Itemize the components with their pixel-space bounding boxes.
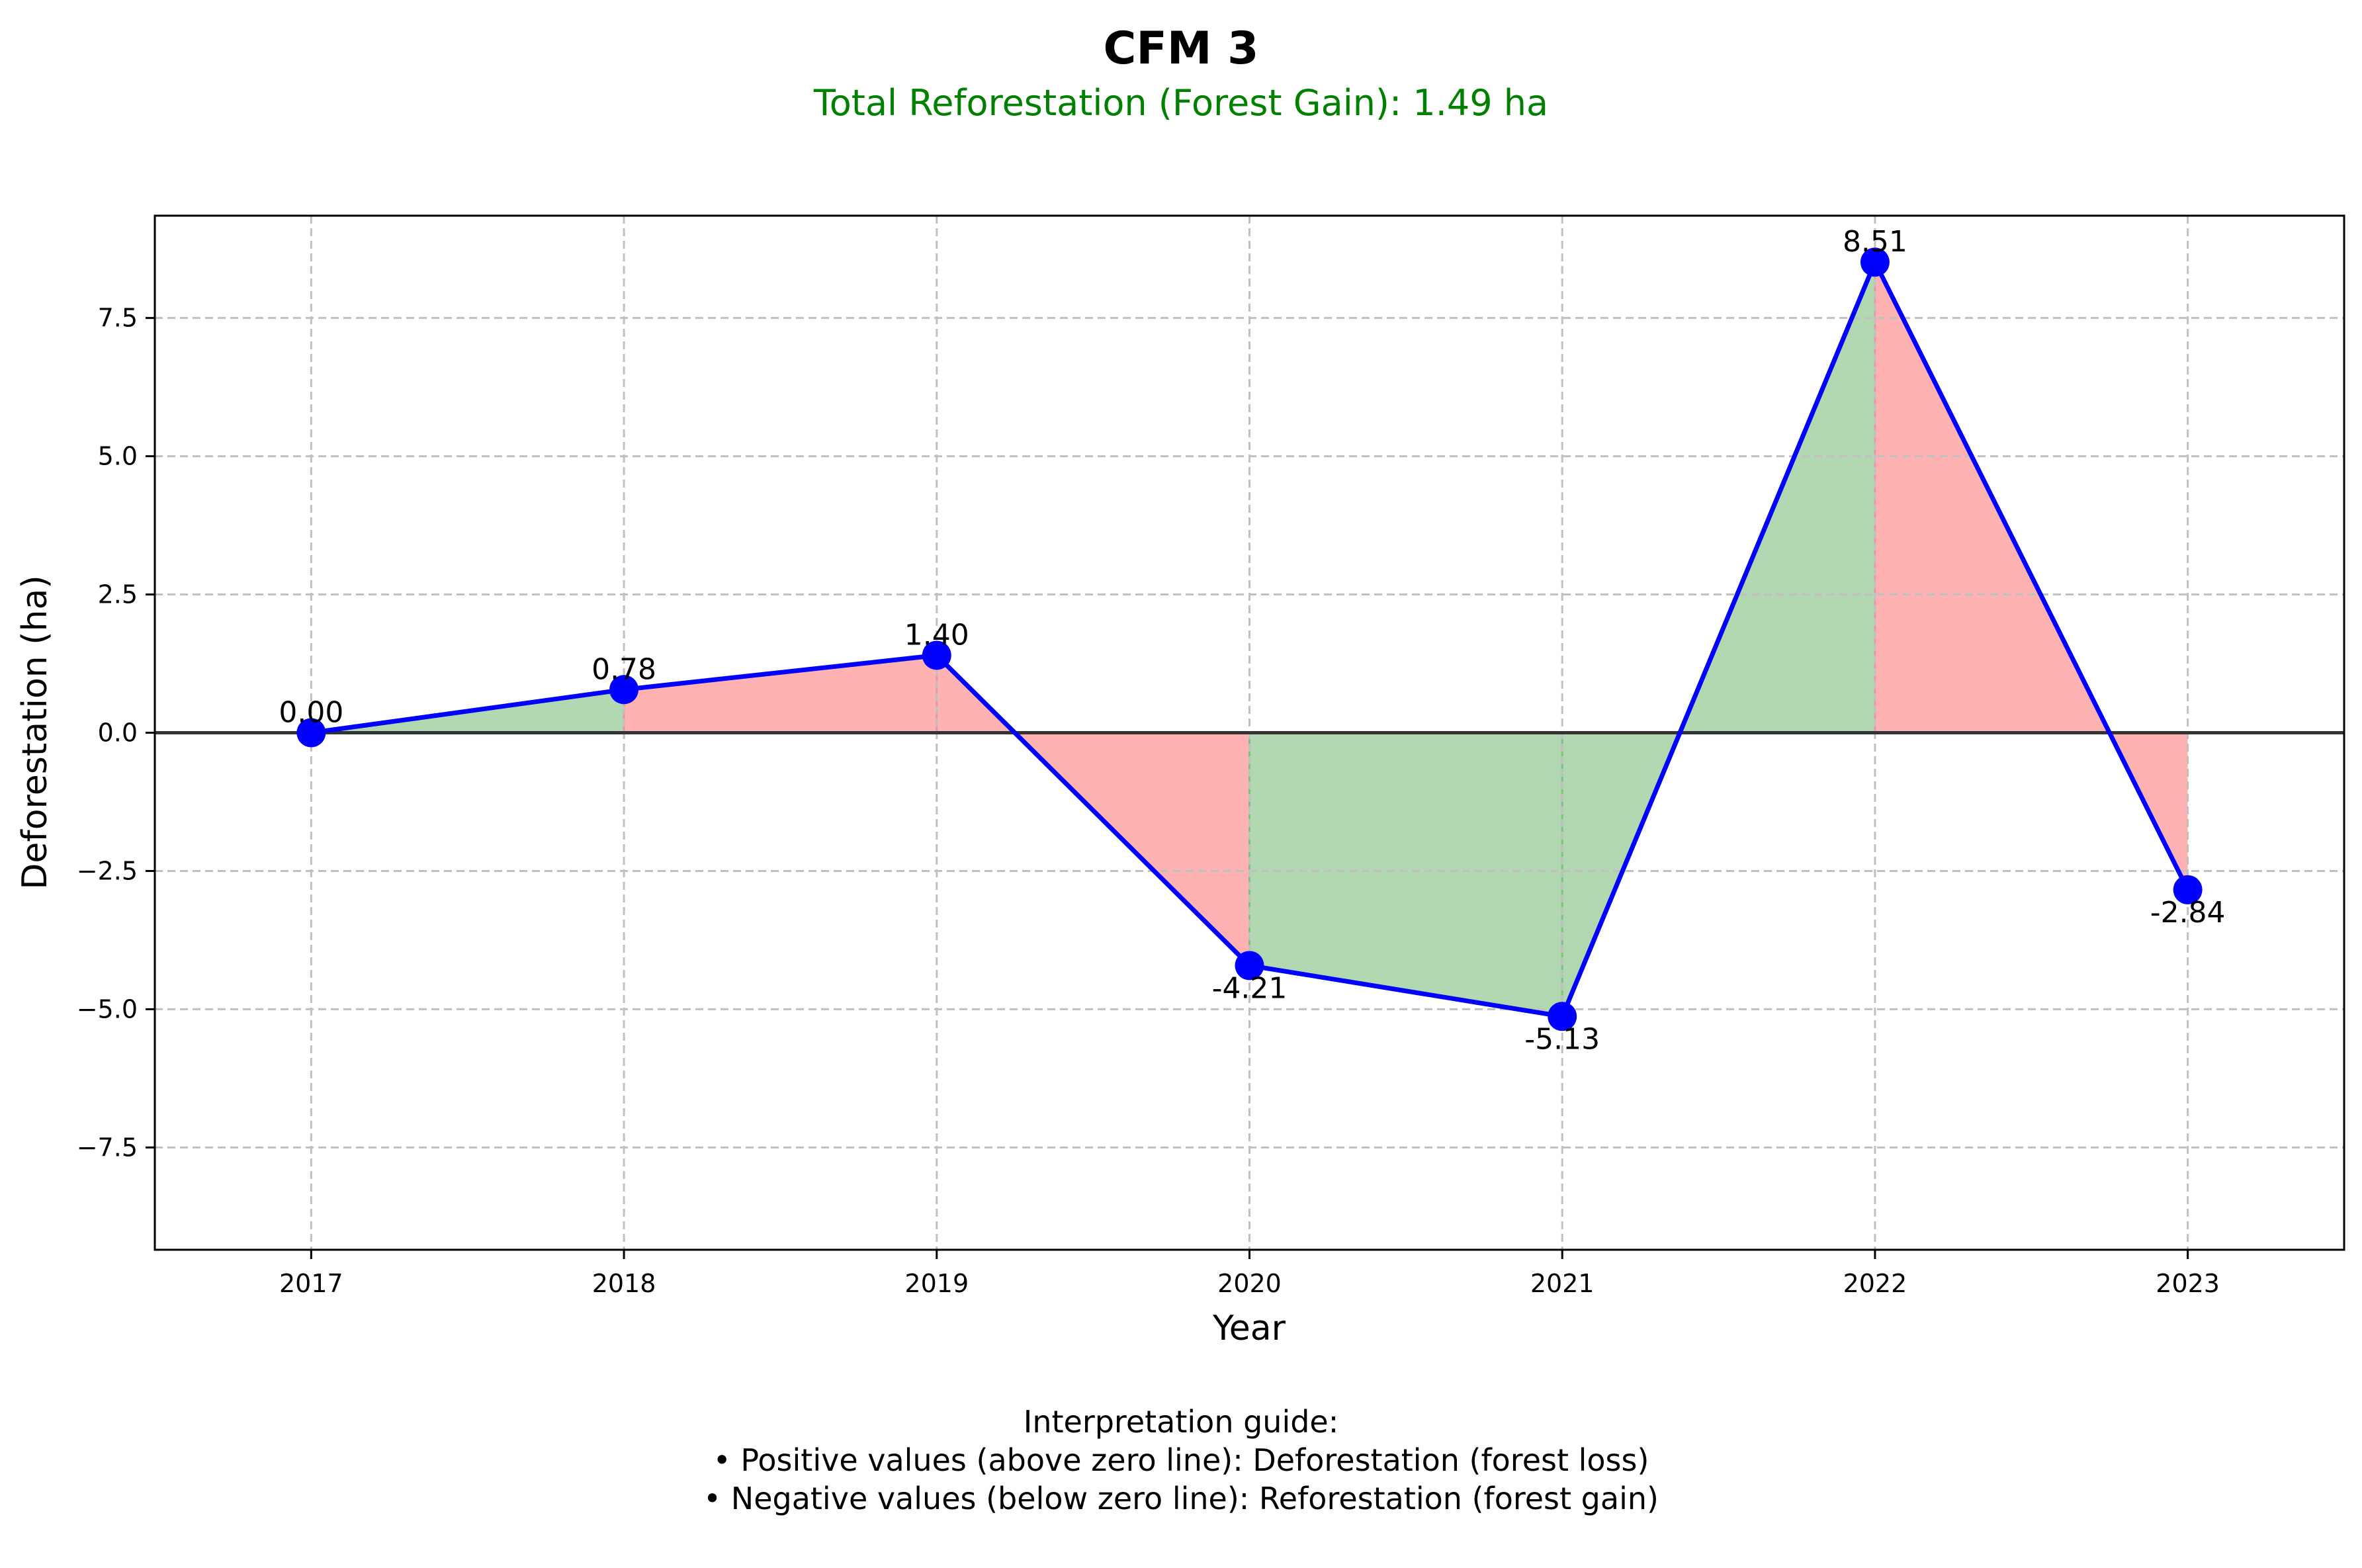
- data-label-2022: 8.51: [1843, 225, 1907, 259]
- chart-subtitle: Total Reforestation (Forest Gain): 1.49 …: [813, 82, 1549, 124]
- y-tick-labels: −7.5 −5.0 −2.5 0.0 2.5 5.0 7.5: [77, 304, 155, 1162]
- data-point-2017: [296, 718, 326, 748]
- data-point-2021: [1548, 1002, 1577, 1031]
- data-point-2022: [1860, 247, 1890, 277]
- y-tick-label: −5.0: [77, 994, 138, 1024]
- y-tick-label: 2.5: [98, 580, 138, 609]
- guide-positive: • Positive values (above zero line): Def…: [713, 1442, 1649, 1478]
- x-tick-label-2018: 2018: [592, 1269, 656, 1298]
- data-label-2020: -4.21: [1212, 971, 1288, 1005]
- data-label-2023: -2.84: [2150, 896, 2226, 930]
- data-point-2019: [922, 640, 951, 670]
- area-fills: [311, 262, 2188, 1017]
- data-label-2018: 0.78: [591, 652, 656, 686]
- x-tick-label-2021: 2021: [1530, 1269, 1595, 1298]
- fill-area-2018-2019: [624, 655, 937, 733]
- guide-negative: • Negative values (below zero line): Ref…: [703, 1481, 1659, 1516]
- data-point-2020: [1235, 951, 1264, 980]
- data-label-2019: 1.40: [904, 618, 969, 652]
- x-tick-label-2020: 2020: [1217, 1269, 1282, 1298]
- interpretation-guide: Interpretation guide: • Positive values …: [0, 1403, 2362, 1518]
- y-tick-label: 0.0: [98, 719, 138, 748]
- x-tick-label-2019: 2019: [904, 1269, 969, 1298]
- data-point-2023: [2173, 875, 2203, 904]
- data-label-2017: 0.00: [279, 696, 343, 730]
- guide-heading: Interpretation guide:: [1023, 1404, 1339, 1440]
- data-label-2021: -5.13: [1524, 1022, 1600, 1056]
- data-labels: 0.00 0.78 1.40 -4.21 -5.13 8.51 -2.84: [279, 225, 2225, 1056]
- y-tick-label: 7.5: [98, 304, 138, 333]
- series-markers: [296, 247, 2203, 1031]
- x-tick-labels: 2017 2018 2019 2020 2021 2022 2023: [279, 1250, 2220, 1298]
- y-tick-label: 5.0: [98, 442, 138, 471]
- x-tick-label-2023: 2023: [2156, 1269, 2220, 1298]
- x-axis-label: Year: [1212, 1309, 1286, 1348]
- y-tick-label: −7.5: [77, 1133, 138, 1162]
- fill-area-2020-2021: [1249, 732, 1563, 1017]
- y-axis-label: Deforestation (ha): [15, 575, 55, 889]
- x-tick-label-2022: 2022: [1843, 1269, 1907, 1298]
- y-tick-label: −2.5: [77, 856, 138, 885]
- x-tick-label-2017: 2017: [279, 1269, 343, 1298]
- chart-title: CFM 3: [1103, 22, 1259, 75]
- data-point-2018: [609, 675, 639, 705]
